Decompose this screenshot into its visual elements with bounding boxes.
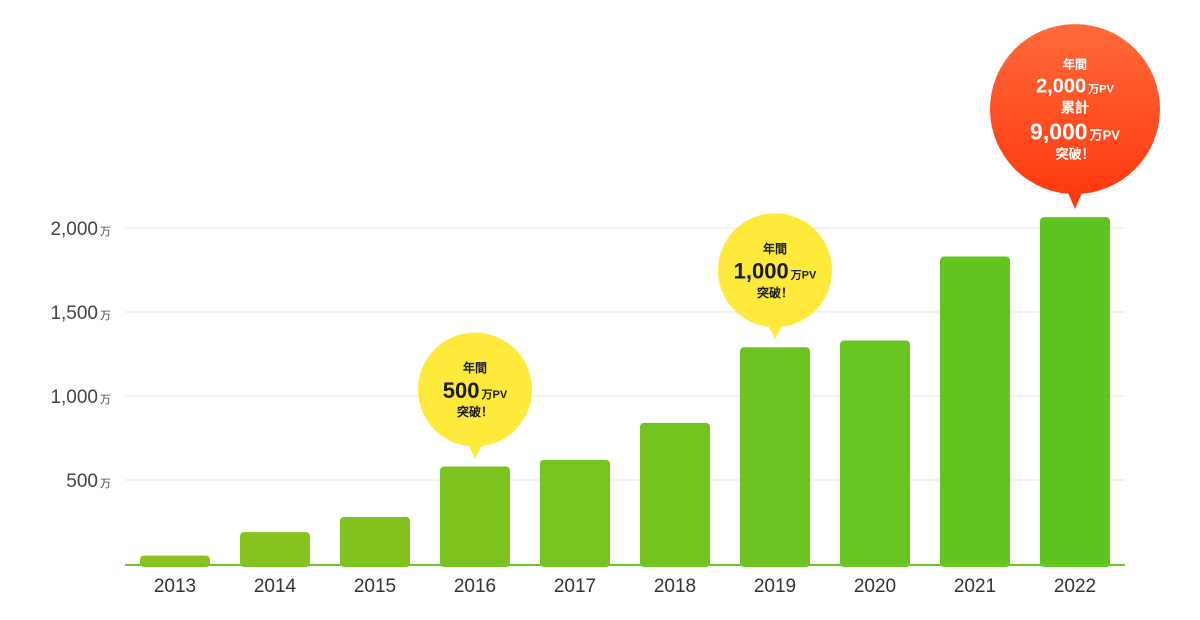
bubble-text: 2,000 万PV <box>1036 76 1114 98</box>
bubble-text: 1,000 万PV <box>734 259 817 284</box>
y-tick-unit: 万 <box>100 394 111 406</box>
x-tick-label: 2020 <box>854 576 896 597</box>
x-tick-label: 2013 <box>154 576 196 597</box>
bubble-text: 500 万PV <box>443 378 508 403</box>
bar-2018 <box>640 422 710 567</box>
bar-2019 <box>740 347 810 567</box>
bubble-pointer <box>766 321 784 340</box>
bubble-text: 累計 <box>1061 99 1089 115</box>
bubble-text: 年間 <box>463 360 487 375</box>
x-tick-label: 2016 <box>454 576 496 597</box>
bar-2016 <box>440 466 510 567</box>
bar-2015 <box>340 516 410 567</box>
bubble-text: 年間 <box>763 241 787 256</box>
bubble-value: 年間 <box>463 360 487 375</box>
x-tick-label: 2018 <box>654 576 696 597</box>
bubble-unit: 万PV <box>1089 127 1121 142</box>
bubble-unit: 万PV <box>481 388 508 401</box>
x-tick-label: 2021 <box>954 576 996 597</box>
x-tick-label: 2014 <box>254 576 297 597</box>
bars <box>140 217 1110 567</box>
bar-2020 <box>840 340 910 567</box>
bubble-value: 9,000 <box>1030 118 1088 144</box>
bar-2014 <box>240 532 310 567</box>
bubble-text: 突破！ <box>757 285 793 300</box>
bubble-value: 1,000 <box>734 259 789 284</box>
bar-2021 <box>940 256 1010 567</box>
y-tick-unit: 万 <box>100 226 111 238</box>
y-tick-label: 1,000 <box>50 387 98 408</box>
y-tick-label: 1,500 <box>50 303 98 324</box>
bubble-unit: 万PV <box>790 269 817 282</box>
y-tick-label: 500 <box>66 471 98 492</box>
bubble-text: 突破！ <box>457 404 493 419</box>
bubble-text: 9,000 万PV <box>1030 118 1120 144</box>
y-tick-unit: 万 <box>100 310 111 322</box>
x-tick-label: 2019 <box>754 576 796 597</box>
bubble-value: 突破！ <box>757 285 793 300</box>
y-axis-ticks: 500 万1,000 万1,500 万2,000 万 <box>50 219 111 492</box>
bubble-text: 年間 <box>1063 57 1087 72</box>
bubble-text: 突破！ <box>1055 147 1094 162</box>
bar-2017 <box>540 459 610 567</box>
bubble-value: 突破！ <box>1055 147 1094 162</box>
bubble-unit: 万PV <box>1087 83 1114 96</box>
bubble-value: 突破！ <box>457 404 493 419</box>
x-tick-label: 2022 <box>1054 576 1096 597</box>
y-tick-unit: 万 <box>100 478 111 490</box>
bubble-value: 2,000 <box>1036 76 1086 98</box>
x-axis-ticks: 2013 2014 2015 2016 2017 2018 2019 2020 2021 2022 <box>154 576 1096 597</box>
bubble-value: 年間 <box>763 241 787 256</box>
bubble-value: 500 <box>443 378 480 403</box>
y-tick-label: 2,000 <box>50 219 98 240</box>
bubble-circle <box>990 24 1160 195</box>
bubble-circle <box>718 213 832 328</box>
bubble-circle <box>418 332 532 447</box>
x-tick-label: 2017 <box>554 576 596 597</box>
bubble-pointer <box>466 440 484 459</box>
x-tick-label: 2015 <box>354 576 396 597</box>
bar-2022 <box>1040 217 1110 567</box>
bubble-pointer <box>1066 188 1084 210</box>
bubble-value: 累計 <box>1061 99 1089 115</box>
bubble-value: 年間 <box>1063 57 1087 72</box>
